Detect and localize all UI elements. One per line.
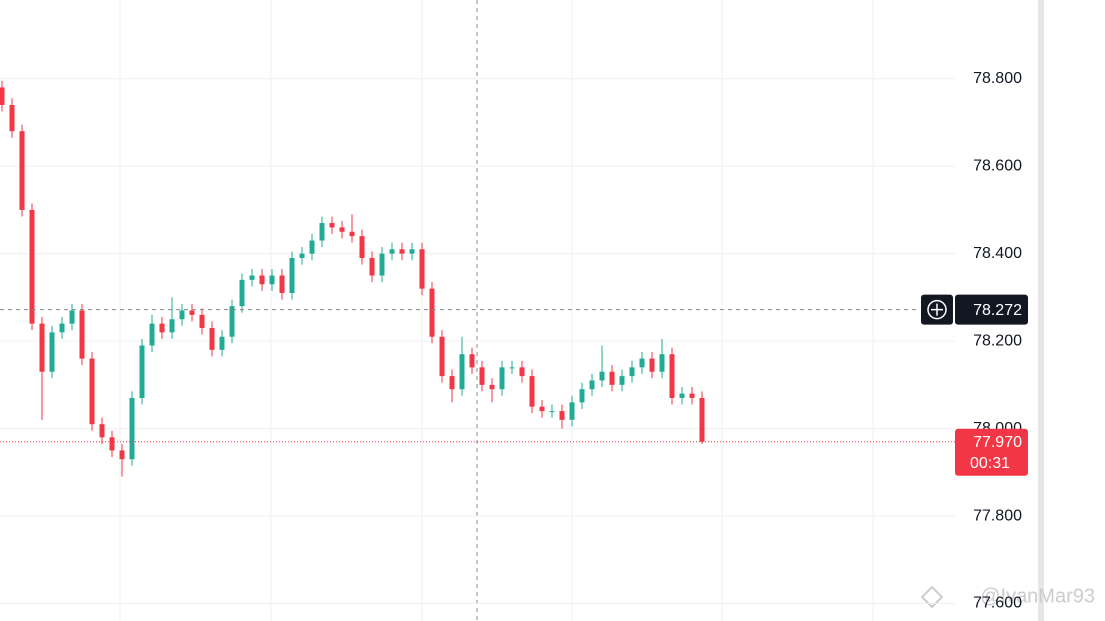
- candle-body: [319, 223, 325, 241]
- candle-body: [579, 389, 585, 403]
- candle-body: [219, 336, 225, 350]
- y-tick-label: 77.600: [973, 595, 1022, 612]
- watermark: @IvanMar93: [980, 585, 1095, 607]
- y-tick-label: 78.600: [973, 157, 1022, 174]
- crosshair-price-label: 78.272: [973, 302, 1022, 319]
- candle-body: [299, 253, 305, 259]
- candle-body: [679, 393, 685, 398]
- candle-body: [309, 240, 315, 254]
- candle-body: [249, 275, 255, 280]
- candle-body: [609, 371, 615, 385]
- candle-body: [289, 258, 295, 294]
- y-tick-label: 78.800: [973, 70, 1022, 87]
- candle-body: [39, 323, 45, 372]
- last-price-label: 77.970: [973, 434, 1022, 451]
- candle-body: [119, 450, 125, 460]
- candle-body: [619, 376, 625, 385]
- candle-body: [479, 367, 485, 385]
- candle-body: [259, 275, 265, 285]
- candle-body: [389, 249, 395, 254]
- candle-body: [359, 236, 365, 259]
- time-grid: [119, 0, 874, 621]
- candle-body: [429, 288, 435, 337]
- candle-body: [209, 327, 215, 350]
- candle-body: [689, 393, 695, 398]
- candle-body: [29, 209, 35, 324]
- candle-body: [589, 380, 595, 390]
- candle-body: [469, 354, 475, 368]
- candle-body: [659, 354, 665, 372]
- scale-divider: [1038, 0, 1044, 621]
- candle-body: [9, 104, 15, 132]
- candle-body: [199, 314, 205, 328]
- candle-body: [129, 397, 135, 460]
- candle-body: [329, 223, 335, 228]
- candle-body: [559, 411, 565, 420]
- crosshair-plus-sign: [931, 303, 943, 316]
- candle-body: [89, 358, 95, 425]
- candle-body: [279, 275, 285, 294]
- candle-body: [239, 279, 245, 307]
- y-tick-label: 78.200: [973, 332, 1022, 349]
- candle-body: [519, 367, 525, 377]
- candle-body: [19, 131, 25, 210]
- candle-body: [79, 310, 85, 359]
- candle-body: [639, 358, 645, 368]
- candle-body: [59, 323, 65, 333]
- candle-body: [339, 227, 345, 232]
- candle-body: [399, 249, 405, 254]
- watermark-logo: [920, 585, 944, 609]
- candle-body: [439, 336, 445, 377]
- crosshair-plus-icon: [927, 299, 947, 320]
- candle-body: [139, 345, 145, 398]
- candle-body: [179, 310, 185, 320]
- candle-body: [669, 354, 675, 398]
- candle-body: [49, 332, 55, 372]
- candle-body: [189, 310, 195, 315]
- candle-body: [529, 376, 535, 407]
- y-tick-label: 77.800: [973, 507, 1022, 524]
- candle-body: [569, 402, 575, 420]
- candle-body: [499, 367, 505, 390]
- candle-body: [159, 323, 165, 333]
- last-price-box: [955, 428, 1028, 476]
- candle-body: [459, 354, 465, 390]
- candle-body: [109, 437, 115, 451]
- candle-body: [409, 249, 415, 254]
- candle-body: [419, 249, 425, 289]
- candle-body: [449, 376, 455, 390]
- candle-body: [549, 411, 555, 413]
- countdown-label: 00:31: [970, 455, 1010, 472]
- candle-body: [509, 367, 515, 369]
- candle-body: [599, 371, 605, 381]
- candle-body: [699, 397, 705, 442]
- candle-body: [99, 424, 105, 438]
- crosshair-price-box: [955, 294, 1028, 325]
- candle-body: [349, 231, 355, 237]
- candle-body: [629, 367, 635, 377]
- candle-body: [649, 358, 655, 372]
- candle-body: [489, 384, 495, 390]
- candle-body: [229, 306, 235, 337]
- candle-body: [169, 319, 175, 333]
- y-tick-label: 78.400: [973, 245, 1022, 262]
- candle-body: [379, 253, 385, 276]
- candle-body: [269, 275, 275, 285]
- candle-body: [369, 258, 375, 276]
- candle-body: [69, 310, 75, 324]
- candle-body: [149, 323, 155, 346]
- candle-body: [0, 87, 5, 105]
- candle-body: [539, 406, 545, 412]
